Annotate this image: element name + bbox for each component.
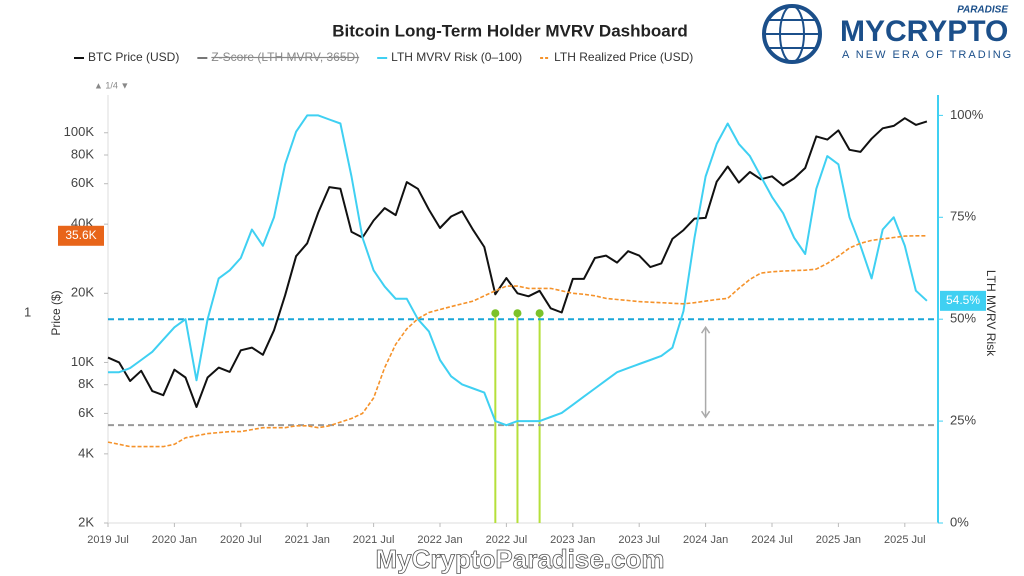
y-axis-label: Price ($)	[49, 290, 63, 335]
range-arrow-head	[700, 325, 711, 419]
logo-tagline: PARADISE	[957, 5, 1008, 16]
legend-label[interactable]: Z-Score (LTH MVRV, 365D)	[211, 50, 359, 64]
x-tick-label: 2023 Jan	[550, 534, 595, 546]
y-tick-label: 100K	[64, 124, 95, 139]
y2-tick-label: 25%	[950, 413, 976, 428]
x-tick-label: 2022 Jan	[417, 534, 462, 546]
y-tick-label: 4K	[78, 445, 94, 460]
x-tick-label: 2023 Jul	[618, 534, 660, 546]
x-tick-label: 2024 Jul	[751, 534, 793, 546]
series-line	[107, 117, 928, 408]
series-line	[107, 235, 927, 448]
legend-label[interactable]: LTH Realized Price (USD)	[554, 50, 693, 64]
y-tick-label: 80K	[71, 146, 94, 161]
chart-title: Bitcoin Long-Term Holder MVRV Dashboard	[332, 21, 687, 40]
y2-axis-label: LTH MVRV Risk	[984, 270, 998, 357]
x-tick-label: 2020 Jul	[220, 534, 262, 546]
x-tick-label: 2025 Jan	[816, 534, 861, 546]
end-label-box	[940, 290, 986, 311]
logo: PARADISE MYCRYPTO A NEW ERA OF TRADING	[762, 4, 1013, 64]
logo-slogan: A NEW ERA OF TRADING	[842, 49, 1013, 61]
y-tick-label: 6K	[78, 405, 94, 420]
x-tick-label: 2024 Jan	[683, 534, 728, 546]
x-tick-label: 2021 Jul	[353, 534, 395, 546]
x-tick-label: 2025 Jul	[884, 534, 926, 546]
x-tick-label: 2022 Jul	[486, 534, 528, 546]
y-tick-label: 60K	[71, 175, 94, 190]
signal-dot	[491, 309, 500, 318]
pager[interactable]: ▲ 1/4 ▼	[94, 80, 129, 90]
y2-tick-label: 50%	[950, 311, 976, 326]
pane-label: 1	[24, 304, 31, 319]
y2-tick-label: 100%	[950, 107, 984, 122]
y-tick-label: 8K	[78, 376, 94, 391]
logo-name: MYCRYPTO	[840, 15, 1008, 48]
legend-label[interactable]: BTC Price (USD)	[88, 50, 179, 64]
y-tick-label: 20K	[71, 285, 94, 300]
watermark: MyCryptoParadise.com	[376, 544, 665, 574]
end-label: 54.5%	[946, 293, 980, 307]
end-label-box	[58, 225, 104, 246]
x-tick-label: 2020 Jan	[152, 534, 197, 546]
y-tick-label: 10K	[71, 354, 94, 369]
y2-tick-label: 75%	[950, 209, 976, 224]
end-label: 35.6K	[65, 228, 96, 242]
x-tick-label: 2021 Jan	[285, 534, 330, 546]
legend-label[interactable]: LTH MVRV Risk (0–100)	[391, 50, 522, 64]
signal-dot	[513, 309, 522, 318]
y2-tick-label: 0%	[950, 514, 969, 529]
y-tick-label: 2K	[78, 514, 94, 529]
signal-dot	[535, 309, 544, 318]
x-tick-label: 2019 Jul	[87, 534, 129, 546]
series-line	[108, 114, 928, 427]
